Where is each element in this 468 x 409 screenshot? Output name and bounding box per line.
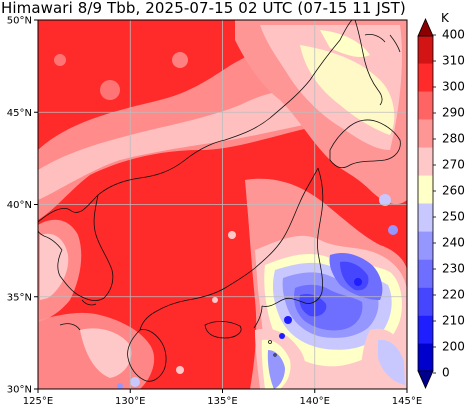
map-panel bbox=[38, 20, 407, 389]
colorbar-tick-label: 200 bbox=[442, 340, 465, 354]
y-tick-label: 45°N bbox=[7, 108, 32, 119]
coastlines bbox=[38, 20, 401, 382]
colorbar-band bbox=[418, 147, 433, 176]
colorbar-band bbox=[418, 63, 433, 92]
y-tick-label: 50°N bbox=[7, 16, 32, 27]
colorbar-tick-label: 290 bbox=[442, 106, 465, 120]
colorbar-tick-label: 250 bbox=[442, 210, 465, 224]
colorbar-band bbox=[418, 36, 433, 64]
map-gridlines bbox=[38, 20, 407, 389]
colorbar-tick-label: 220 bbox=[442, 288, 465, 302]
colorbar-tick-label: 310 bbox=[442, 54, 465, 68]
colorbar: 0 200 210 220 230 240 250 260 270 280 290 300 310 400… bbox=[417, 11, 465, 389]
colorbar-tick-label: 260 bbox=[442, 184, 465, 198]
colorbar-band bbox=[418, 119, 433, 148]
map-title: Himawari 8/9 Tbb, 2025-07-15 02 UTC (07-… bbox=[1, 0, 406, 17]
y-tick-label: 40°N bbox=[7, 200, 32, 211]
colorbar-tick-label: 210 bbox=[442, 314, 465, 328]
colorbar-tick-label: 400 bbox=[442, 28, 465, 42]
colorbar-band bbox=[418, 343, 433, 371]
colorbar-tick-label: 240 bbox=[442, 236, 465, 250]
colorbar-band bbox=[418, 315, 433, 344]
x-tick-label: 135°E bbox=[207, 396, 237, 407]
x-axis-ticks: 125°E 130°E 135°E 140°E 145°E bbox=[23, 389, 422, 407]
colorbar-tick-label: 300 bbox=[442, 80, 465, 94]
y-tick-label: 35°N bbox=[7, 292, 32, 303]
colorbar-band bbox=[418, 91, 433, 120]
colorbar-band bbox=[418, 203, 433, 232]
x-tick-label: 130°E bbox=[115, 396, 145, 407]
y-tick-label: 30°N bbox=[7, 385, 32, 396]
x-tick-label: 125°E bbox=[23, 396, 53, 407]
colorbar-tick-label: 0 bbox=[442, 366, 450, 380]
colorbar-band bbox=[418, 175, 433, 204]
colorbar-extend-max bbox=[417, 18, 434, 37]
y-axis-ticks: 30°N 35°N 40°N 45°N 50°N bbox=[7, 16, 38, 396]
colorbar-tick-label: 280 bbox=[442, 132, 465, 146]
colorbar-band bbox=[418, 259, 433, 288]
x-tick-label: 145°E bbox=[392, 396, 422, 407]
x-tick-label: 140°E bbox=[300, 396, 330, 407]
colorbar-frame bbox=[417, 35, 434, 372]
colorbar-band bbox=[418, 231, 433, 260]
colorbar-band bbox=[418, 287, 433, 316]
colorbar-tick-label: 230 bbox=[442, 262, 465, 276]
colorbar-tick-label: 270 bbox=[442, 158, 465, 172]
colorbar-extend-min bbox=[417, 370, 434, 389]
colorbar-unit-label: K bbox=[441, 11, 450, 25]
